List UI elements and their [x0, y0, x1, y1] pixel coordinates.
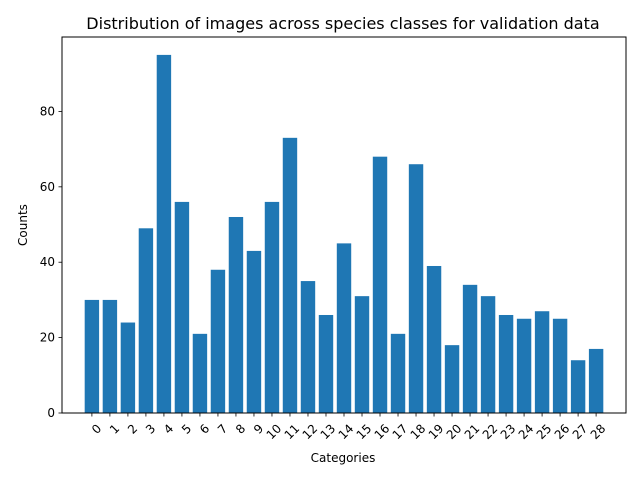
bar-1	[102, 299, 118, 413]
x-axis-label: Categories	[311, 451, 376, 465]
bar-20	[444, 345, 460, 413]
bar-22	[480, 296, 496, 413]
bar-17	[390, 333, 406, 413]
x-tick-label: 7	[215, 421, 230, 436]
bar-15	[354, 296, 370, 413]
bar-27	[570, 360, 586, 413]
y-tick-label: 80	[40, 104, 55, 118]
bar-0	[84, 299, 100, 413]
bar-10	[264, 201, 280, 413]
x-tick-label: 2	[125, 421, 140, 436]
x-tick-label: 3	[143, 421, 158, 436]
plot-frame	[61, 36, 627, 414]
x-tick-label: 0	[89, 421, 104, 436]
bar-26	[552, 318, 568, 413]
bar-21	[462, 284, 478, 413]
bar-18	[408, 164, 424, 413]
bar-28	[588, 348, 604, 413]
bar-14	[336, 243, 352, 413]
chart-title: Distribution of images across species cl…	[86, 14, 599, 33]
bar-7	[210, 269, 226, 413]
y-axis: 0 20 40 60 80	[40, 104, 62, 420]
bar-13	[318, 314, 334, 413]
x-axis: 0 1 2 3 4 5 6 7 8 9101112131415161718192021222324…	[89, 413, 609, 442]
bar-19	[426, 265, 442, 413]
bar-12	[300, 281, 316, 413]
y-axis-label: Counts	[16, 204, 30, 246]
bar-11	[282, 137, 298, 413]
bar-23	[498, 314, 514, 413]
bar-24	[516, 318, 532, 413]
bar-2	[120, 322, 136, 413]
bar-6	[192, 333, 208, 413]
bar-4	[156, 54, 172, 414]
bar-25	[534, 311, 550, 413]
bar-8	[228, 216, 244, 413]
y-tick-label: 20	[40, 331, 55, 345]
x-tick-label: 6	[197, 421, 212, 436]
x-tick-label: 9	[251, 421, 266, 436]
bar-3	[138, 228, 154, 413]
x-tick-label: 5	[179, 421, 194, 436]
x-tick-label: 1	[107, 421, 122, 436]
y-tick-label: 60	[40, 180, 55, 194]
y-tick-label: 40	[40, 255, 55, 269]
x-tick-label: 28	[588, 421, 609, 442]
bar-9	[246, 250, 262, 413]
x-tick-label: 4	[161, 421, 176, 436]
bar-16	[372, 156, 388, 413]
x-tick-label: 8	[233, 421, 248, 436]
y-tick-label: 0	[47, 406, 55, 420]
bars-group	[84, 54, 604, 414]
bar-5	[174, 201, 190, 413]
